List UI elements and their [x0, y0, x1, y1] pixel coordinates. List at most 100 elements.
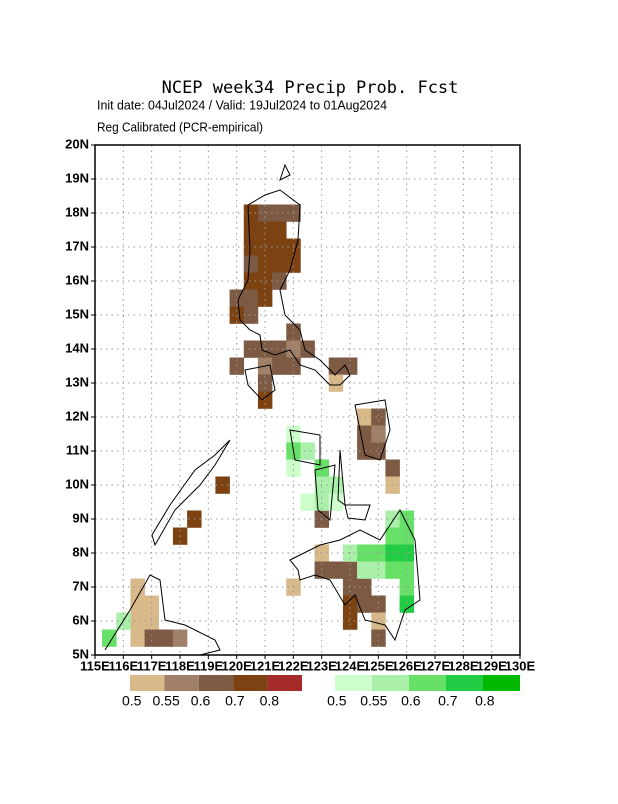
grid-cell [357, 544, 372, 562]
x-tick-label: 123E [306, 658, 337, 673]
grid-cell [286, 425, 301, 443]
x-tick-label: 124E [335, 658, 366, 673]
x-tick-label: 115E [80, 658, 110, 673]
y-tick-label: 8N [72, 544, 89, 559]
grid-cell [257, 255, 273, 273]
y-tick-label: 19N [65, 170, 89, 185]
colorbar-label: 0.6 [191, 693, 211, 709]
grid-cell [272, 357, 287, 375]
grid-cell [144, 595, 160, 613]
grid-cell [328, 476, 344, 494]
grid-cell [371, 561, 386, 579]
grid-cell [328, 357, 344, 375]
colorbar-label: 0.7 [438, 693, 458, 709]
grid-cell [243, 221, 259, 239]
plot-frame [94, 144, 521, 656]
grid-cell [257, 221, 273, 239]
grid-cell [399, 595, 415, 613]
x-tick-label: 120E [221, 658, 252, 673]
grid-cell [130, 629, 145, 647]
colorbar-swatch [267, 675, 302, 691]
grid-cell [272, 272, 287, 290]
colorbar-swatch [335, 675, 372, 691]
colorbar-label: 0.55 [152, 693, 179, 709]
colorbar-swatch [446, 675, 483, 691]
grid-cell [371, 629, 386, 647]
colorbar-label: 0.6 [401, 693, 421, 709]
colorbar-label: 0.55 [360, 693, 387, 709]
cell-layer [102, 204, 415, 647]
x-tick-label: 121E [250, 658, 281, 673]
grid-cell [342, 561, 358, 579]
grid-cell [272, 204, 287, 222]
grid-cell [158, 629, 174, 647]
x-tick-label: 125E [363, 658, 394, 673]
grid-cell [342, 578, 358, 596]
grid-cell [257, 374, 273, 392]
y-tick-label: 11N [66, 442, 89, 457]
grid-cell [286, 255, 301, 273]
grid-cell [243, 306, 259, 324]
grid [95, 145, 520, 655]
caption: Reg Calibrated (PCR-empirical) [97, 119, 263, 134]
chart-title: NCEP week34 Precip Prob. Fcst [162, 78, 459, 98]
colorbar-label: 0.7 [225, 693, 245, 709]
grid-cell [243, 289, 259, 307]
grid-cell [342, 595, 358, 613]
colorbar-swatch [233, 675, 268, 691]
colorbar-swatch [130, 675, 165, 691]
x-tick-label: 117E [137, 658, 167, 673]
grid-cell [272, 238, 287, 256]
grid-cell [371, 595, 386, 613]
y-tick-label: 18N [65, 204, 89, 219]
grid-cell [357, 408, 372, 426]
y-tick-label: 17N [65, 238, 89, 253]
grid-cell [102, 629, 117, 647]
y-tick-label: 16N [65, 272, 89, 287]
grid-cell [144, 612, 160, 630]
x-tick-label: 126E [391, 658, 422, 673]
grid-cell [385, 561, 400, 579]
grid-cell [257, 272, 273, 290]
y-tick-label: 12N [65, 408, 89, 423]
grid-cell [144, 629, 160, 647]
grid-cell [257, 238, 273, 256]
grid-cell [229, 289, 245, 307]
grid-cell [342, 612, 358, 630]
grid-cell [300, 442, 315, 460]
colorbar-label: 0.8 [260, 693, 280, 709]
grid-cell [328, 374, 344, 392]
colorbars: 0.5 0.55 0.6 0.7 0.8 0.5 0.55 0.6 0.7 0.8 [122, 675, 520, 709]
grid-cell [172, 629, 188, 647]
colorbar-swatch [164, 675, 199, 691]
y-tick-label: 15N [65, 306, 89, 321]
grid-cell [371, 425, 386, 443]
colorbar-label: 0.5 [122, 693, 142, 709]
colorbar-label: 0.8 [475, 693, 495, 709]
grid-cell [314, 561, 330, 579]
colorbar-swatch [198, 675, 234, 691]
grid-cell [385, 527, 400, 545]
y-tick-label: 13N [65, 374, 89, 389]
x-tick-label: 128E [448, 658, 479, 673]
grid-cell [399, 578, 415, 596]
colorbar-swatch [483, 675, 520, 691]
grid-cell [257, 204, 273, 222]
grid-cell [130, 595, 145, 613]
grid-cell [257, 289, 273, 307]
x-tick-label: 118E [165, 658, 195, 673]
grid-cell [371, 408, 386, 426]
grid-cell [371, 442, 386, 460]
grid-cell [243, 255, 259, 273]
grid-cell [300, 493, 315, 511]
y-tick-label: 5N [72, 646, 89, 661]
x-tick-label: 130E [505, 658, 536, 673]
coastline [104, 163, 421, 655]
y-tick-label: 14N [65, 340, 89, 355]
colorbar-swatch [409, 675, 446, 691]
grid-cell [357, 425, 372, 443]
y-tick-label: 20N [65, 136, 89, 151]
y-tick-label: 9N [72, 510, 89, 525]
